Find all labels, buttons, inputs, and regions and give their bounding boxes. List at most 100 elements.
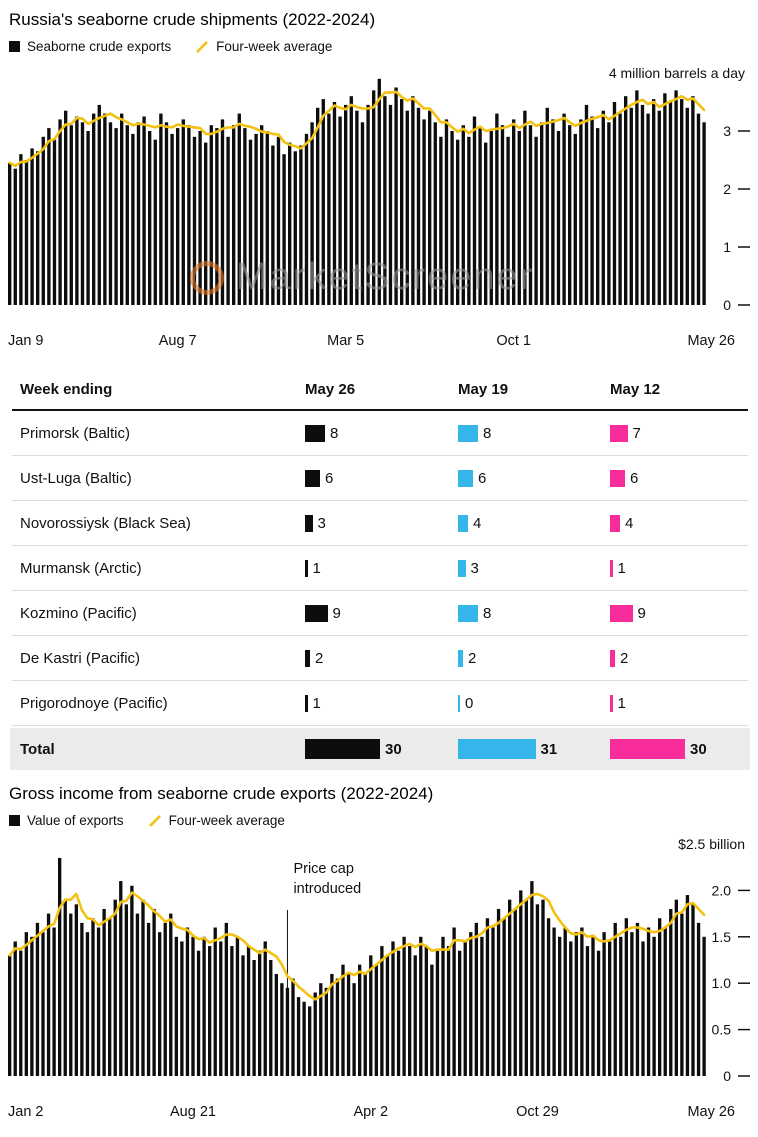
x-axis: Jan 2 Aug 21 Apr 2 Oct 29 May 26 xyxy=(8,1104,735,1120)
value-bar xyxy=(610,559,613,577)
value-text: 4 xyxy=(625,514,634,532)
legend-item-exports: Seaborne crude exports xyxy=(9,39,171,54)
value-bar xyxy=(610,739,685,759)
value-bar xyxy=(305,694,308,712)
value-bar xyxy=(305,649,310,667)
value-bar xyxy=(610,604,633,622)
value-text: 7 xyxy=(632,424,641,442)
legend-label: Value of exports xyxy=(27,813,124,828)
value-cell: 9 xyxy=(610,604,748,622)
value-bar xyxy=(458,694,460,712)
svg-text:1: 1 xyxy=(723,239,731,255)
value-cell: 0 xyxy=(458,694,610,712)
svg-text:3: 3 xyxy=(723,123,731,139)
value-cell: 8 xyxy=(305,424,458,442)
row-label: Primorsk (Baltic) xyxy=(20,424,131,442)
value-text: 2 xyxy=(468,649,477,667)
table-row: Prigorodnoye (Pacific) 1 0 1 xyxy=(12,681,748,726)
value-bar xyxy=(305,604,328,622)
value-cell: 2 xyxy=(458,649,610,667)
value-text: 2 xyxy=(315,649,324,667)
value-bar xyxy=(458,514,468,532)
value-text: 6 xyxy=(478,469,487,487)
value-cell: 6 xyxy=(305,469,458,487)
svg-text:2: 2 xyxy=(723,181,731,197)
value-text: 1 xyxy=(312,694,321,712)
value-cell: 30 xyxy=(305,739,458,759)
bar-swatch-icon xyxy=(9,41,20,52)
value-cell: 4 xyxy=(458,514,610,532)
value-cell: 1 xyxy=(610,694,748,712)
value-bar xyxy=(305,424,325,442)
col-header-date: May 12 xyxy=(610,380,661,398)
svg-text:0: 0 xyxy=(723,1068,731,1084)
svg-text:Aug 7: Aug 7 xyxy=(159,333,197,349)
chart2-title: Gross income from seaborne crude exports… xyxy=(9,784,434,803)
legend-item-value: Value of exports xyxy=(9,813,124,828)
value-text: 1 xyxy=(617,694,626,712)
value-bar xyxy=(458,424,478,442)
row-label: De Kastri (Pacific) xyxy=(20,649,141,667)
line-swatch-icon xyxy=(196,40,209,53)
value-cell: 2 xyxy=(305,649,458,667)
value-cell: 4 xyxy=(610,514,748,532)
value-cell: 31 xyxy=(458,739,610,759)
svg-text:4 million barrels a day: 4 million barrels a day xyxy=(609,65,745,81)
svg-text:Oct 29: Oct 29 xyxy=(516,1104,559,1120)
bars xyxy=(8,78,706,306)
table-total-row: Total 30 31 30 xyxy=(10,728,750,770)
shipments-bar-chart: 3 2 1 0 4 million barrels a day Jan 9 Aug 7 Mar… xyxy=(8,65,750,349)
value-cell: 6 xyxy=(610,469,748,487)
chart1-area: 3 2 1 0 4 million barrels a day Jan 9 Aug 7 Mar… xyxy=(0,58,758,353)
row-label: Murmansk (Arctic) xyxy=(20,559,142,577)
row-label: Kozmino (Pacific) xyxy=(20,604,137,622)
svg-text:May 26: May 26 xyxy=(687,333,735,349)
value-text: 30 xyxy=(385,740,402,758)
svg-text:introduced: introduced xyxy=(293,881,361,897)
chart2-area: Price cap introduced 2.0 1.5 1.0 0.5 0 $2.5 bil… xyxy=(0,832,758,1124)
value-cell: 1 xyxy=(305,559,458,577)
value-text: 6 xyxy=(630,469,639,487)
value-text: 1 xyxy=(312,559,321,577)
table-row: Murmansk (Arctic) 1 3 1 xyxy=(12,546,748,591)
table-header-row: Week ending May 26 May 19 May 12 xyxy=(12,369,748,411)
col-header-week-ending: Week ending xyxy=(20,380,113,398)
value-text: 8 xyxy=(483,604,492,622)
row-label: Novorossiysk (Black Sea) xyxy=(20,514,191,532)
value-text: 2 xyxy=(620,649,629,667)
legend-item-average: Four-week average xyxy=(195,39,332,54)
table-row: De Kastri (Pacific) 2 2 2 xyxy=(12,636,748,681)
y-axis: 3 2 1 0 4 million barrels a day xyxy=(609,65,750,313)
value-cell: 6 xyxy=(458,469,610,487)
svg-text:0.5: 0.5 xyxy=(712,1022,732,1038)
svg-text:Mar 5: Mar 5 xyxy=(327,333,364,349)
value-text: 8 xyxy=(483,424,492,442)
svg-text:Jan 2: Jan 2 xyxy=(8,1104,43,1120)
chart1-legend: Seaborne crude exports Four-week average xyxy=(0,30,758,54)
value-cell: 3 xyxy=(305,514,458,532)
value-text: 3 xyxy=(317,514,326,532)
svg-text:Apr 2: Apr 2 xyxy=(353,1104,388,1120)
table-row: Primorsk (Baltic) 8 8 7 xyxy=(12,411,748,456)
value-bar xyxy=(458,739,536,759)
value-bar xyxy=(305,559,308,577)
ports-table: Week ending May 26 May 19 May 12 Primorsk (B… xyxy=(10,369,750,770)
bar-swatch-icon xyxy=(9,815,20,826)
value-bar xyxy=(305,469,320,487)
svg-text:Jan 9: Jan 9 xyxy=(8,333,43,349)
value-bar xyxy=(305,739,380,759)
value-cell: 8 xyxy=(458,604,610,622)
table-row: Kozmino (Pacific) 9 8 9 xyxy=(12,591,748,636)
average-line xyxy=(8,891,706,1001)
value-cell: 3 xyxy=(458,559,610,577)
value-cell: 8 xyxy=(458,424,610,442)
average-line xyxy=(8,90,706,168)
value-text: 1 xyxy=(617,559,626,577)
chart1-title: Russia's seaborne crude shipments (2022-… xyxy=(9,10,376,29)
svg-text:Price cap: Price cap xyxy=(293,861,353,877)
svg-text:1.5: 1.5 xyxy=(712,929,732,945)
value-bar xyxy=(458,649,463,667)
legend-label: Four-week average xyxy=(216,39,333,54)
chart2-legend: Value of exports Four-week average xyxy=(0,804,758,828)
